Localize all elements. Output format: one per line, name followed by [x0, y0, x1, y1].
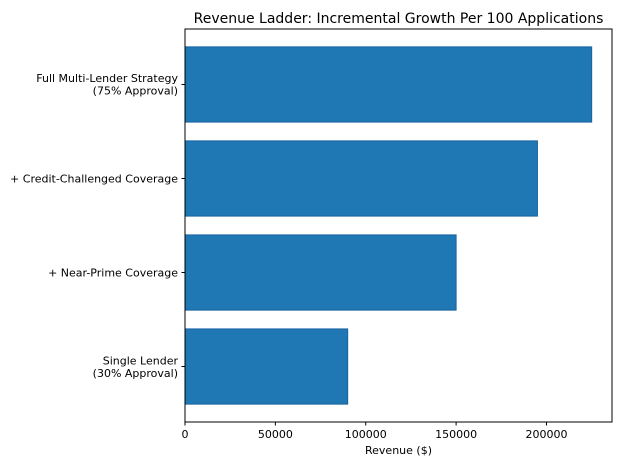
x-tick-label: 0	[182, 428, 189, 441]
bar	[184, 140, 538, 217]
x-tick-label: 100000	[345, 428, 387, 441]
x-tick-label: 50000	[258, 428, 293, 441]
y-tick-label: + Credit-Challenged Coverage	[10, 172, 178, 185]
y-tick-label: Full Multi-Lender Strategy	[36, 72, 178, 85]
x-axis-label: Revenue ($)	[365, 444, 432, 457]
x-tick-label: 150000	[435, 428, 477, 441]
chart-title: Revenue Ladder: Incremental Growth Per 1…	[194, 11, 604, 27]
bar	[184, 328, 349, 405]
y-tick-label: Single Lender	[103, 354, 179, 367]
x-tick-label: 200000	[525, 428, 567, 441]
bar	[184, 234, 457, 311]
plot-frame	[184, 28, 613, 423]
bar	[184, 46, 593, 123]
y-tick-label: (30% Approval)	[93, 367, 178, 380]
y-tick-label: (75% Approval)	[93, 85, 178, 98]
y-tick-label: + Near-Prime Coverage	[48, 267, 178, 280]
